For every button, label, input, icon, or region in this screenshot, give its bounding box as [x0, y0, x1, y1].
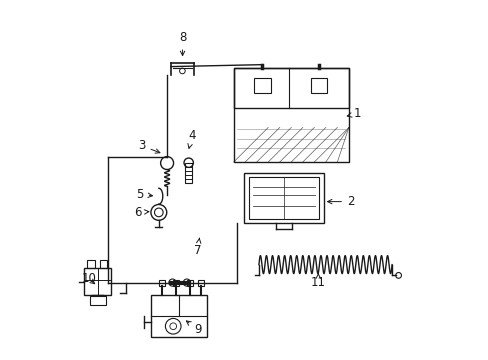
- Text: 11: 11: [310, 273, 325, 289]
- Bar: [310, 78, 326, 93]
- Bar: [233, 68, 348, 108]
- Bar: [151, 295, 206, 337]
- Bar: [173, 280, 179, 286]
- Text: 3: 3: [138, 139, 160, 153]
- Bar: [84, 268, 111, 295]
- Bar: [244, 173, 323, 223]
- Bar: [185, 163, 192, 183]
- Text: 1: 1: [346, 107, 361, 120]
- Bar: [100, 260, 107, 268]
- Bar: [233, 68, 348, 162]
- Bar: [89, 296, 106, 305]
- Bar: [87, 260, 95, 268]
- Text: 6: 6: [134, 206, 148, 219]
- Bar: [248, 177, 319, 219]
- Bar: [159, 280, 164, 286]
- Text: 2: 2: [327, 195, 354, 208]
- Bar: [198, 280, 203, 286]
- Text: 9: 9: [186, 321, 201, 336]
- Text: 4: 4: [187, 129, 196, 148]
- Text: 7: 7: [194, 238, 201, 257]
- Bar: [254, 78, 270, 93]
- Text: 8: 8: [179, 31, 186, 55]
- Bar: [187, 280, 192, 286]
- Text: 10: 10: [81, 273, 96, 285]
- Text: 5: 5: [136, 188, 152, 201]
